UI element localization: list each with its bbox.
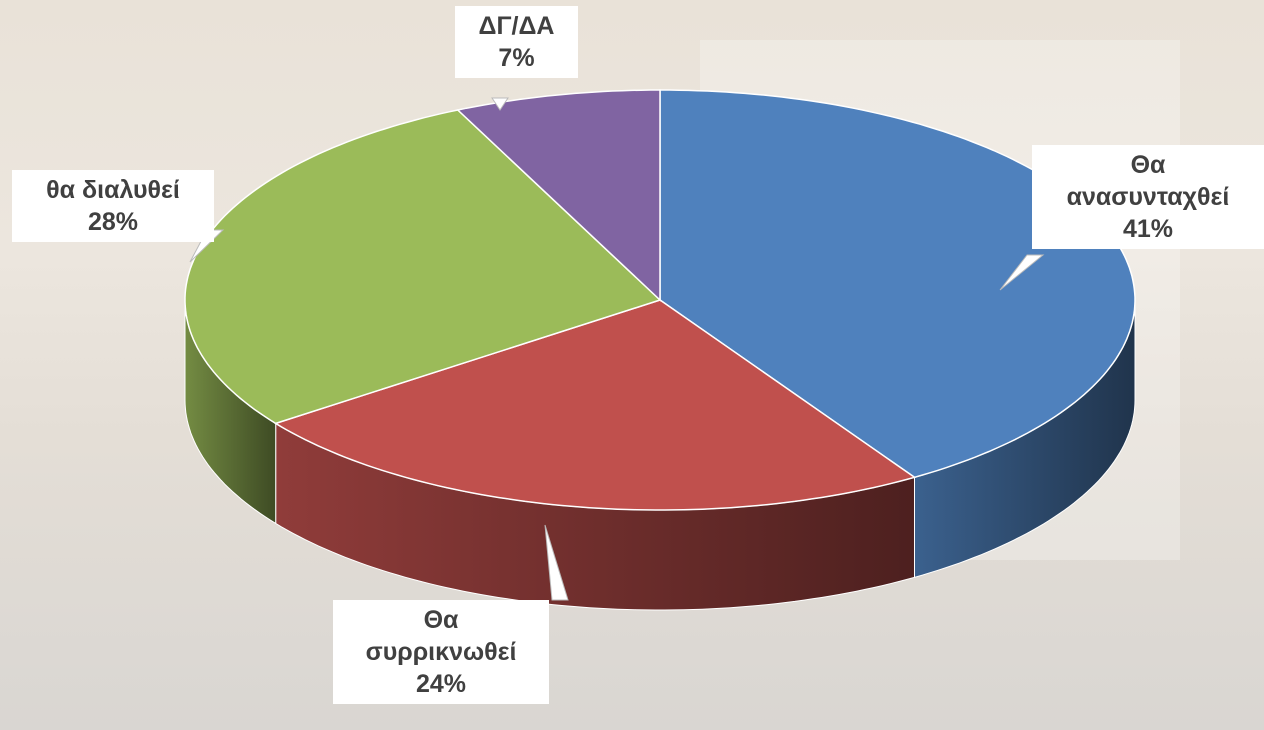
label-category: Θα ανασυνταχθεί	[1067, 149, 1230, 213]
page: Θα ανασυνταχθεί41% Θα συρρικνωθεί24% θα δι…	[0, 0, 1264, 730]
label-category: Θα συρρικνωθεί	[366, 604, 517, 668]
label-value: 7%	[463, 42, 570, 74]
label-value: 41%	[1040, 213, 1256, 245]
label-value: 28%	[20, 206, 206, 238]
label-value: 24%	[341, 668, 541, 700]
chart	[0, 0, 1264, 730]
label-category: θα διαλυθεί	[20, 174, 206, 206]
label-category: ΔΓ/ΔΑ	[463, 10, 570, 42]
